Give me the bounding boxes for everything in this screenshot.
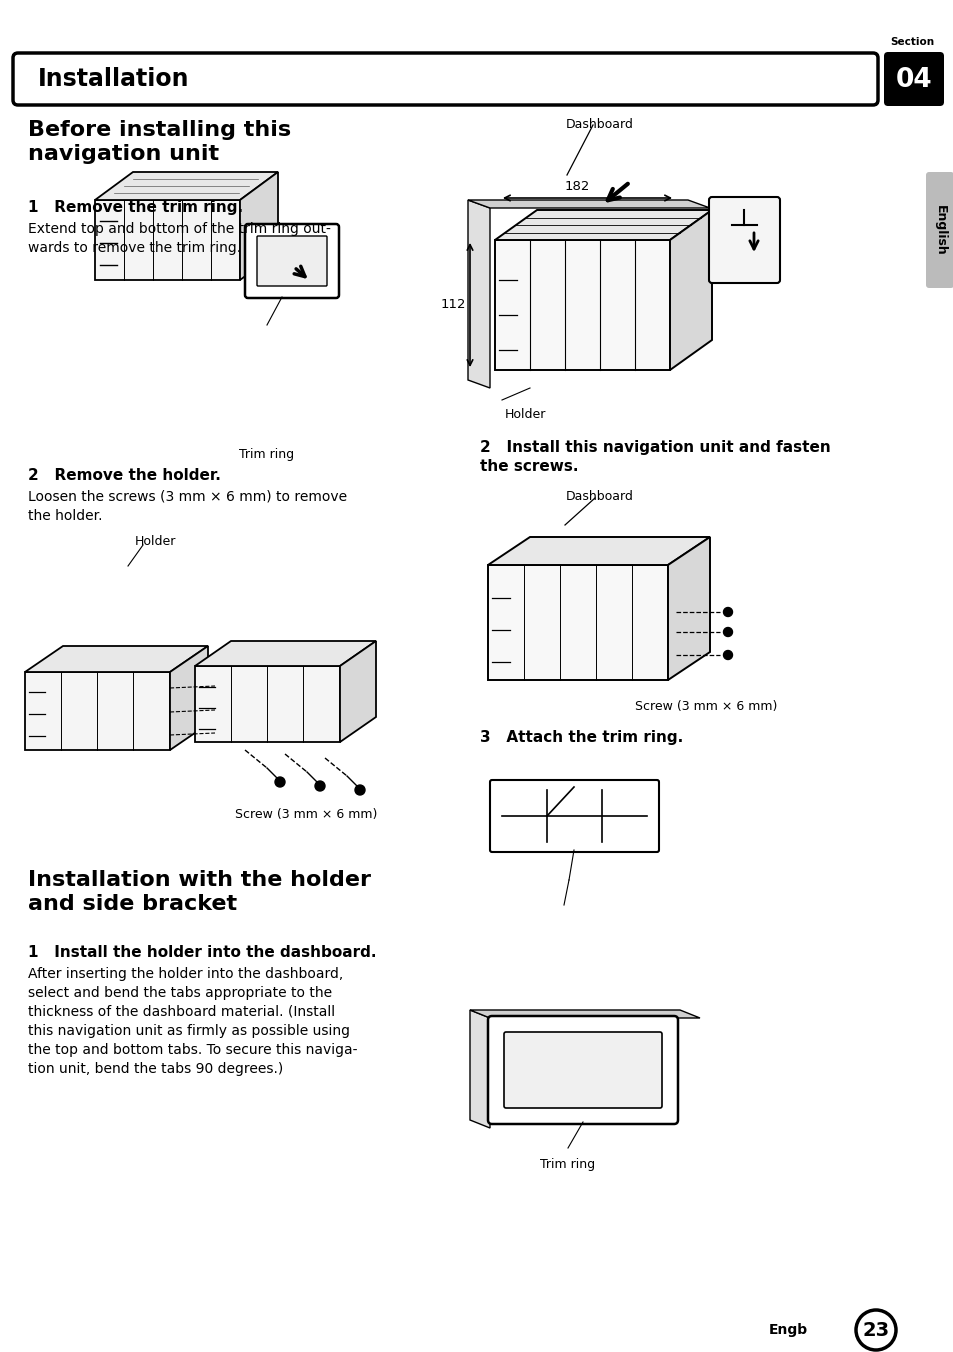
Circle shape xyxy=(314,781,325,791)
Text: Loosen the screws (3 mm × 6 mm) to remove
the holder.: Loosen the screws (3 mm × 6 mm) to remov… xyxy=(28,489,347,523)
Text: English: English xyxy=(933,204,945,256)
Polygon shape xyxy=(240,172,277,280)
Text: Installation with the holder
and side bracket: Installation with the holder and side br… xyxy=(28,869,371,914)
Polygon shape xyxy=(25,646,208,672)
Text: Dashboard: Dashboard xyxy=(565,118,634,131)
Text: Extend top and bottom of the trim ring out-
wards to remove the trim ring.: Extend top and bottom of the trim ring o… xyxy=(28,222,331,256)
Polygon shape xyxy=(470,1010,490,1128)
Text: Installation: Installation xyxy=(38,68,190,91)
Text: Section: Section xyxy=(889,37,933,47)
Text: 2   Remove the holder.: 2 Remove the holder. xyxy=(28,468,221,483)
FancyBboxPatch shape xyxy=(883,51,943,105)
Text: 182: 182 xyxy=(564,180,589,193)
Text: 1   Remove the trim ring.: 1 Remove the trim ring. xyxy=(28,200,243,215)
Text: 1   Install the holder into the dashboard.: 1 Install the holder into the dashboard. xyxy=(28,945,376,960)
Polygon shape xyxy=(669,210,711,370)
Polygon shape xyxy=(194,667,339,742)
Text: Screw (3 mm × 6 mm): Screw (3 mm × 6 mm) xyxy=(635,700,777,713)
Text: 3   Attach the trim ring.: 3 Attach the trim ring. xyxy=(479,730,682,745)
FancyBboxPatch shape xyxy=(708,197,780,283)
Text: Engb: Engb xyxy=(768,1324,807,1337)
Circle shape xyxy=(722,607,732,617)
FancyBboxPatch shape xyxy=(256,237,327,287)
Text: Screw (3 mm × 6 mm): Screw (3 mm × 6 mm) xyxy=(234,808,377,821)
Circle shape xyxy=(722,627,732,637)
Text: Before installing this
navigation unit: Before installing this navigation unit xyxy=(28,120,291,164)
Polygon shape xyxy=(495,241,669,370)
Polygon shape xyxy=(339,641,375,742)
FancyBboxPatch shape xyxy=(490,780,659,852)
Polygon shape xyxy=(470,1010,700,1018)
Text: Dashboard: Dashboard xyxy=(565,489,634,503)
FancyBboxPatch shape xyxy=(245,224,338,297)
Text: After inserting the holder into the dashboard,
select and bend the tabs appropri: After inserting the holder into the dash… xyxy=(28,967,357,1076)
Polygon shape xyxy=(95,200,240,280)
Text: 112: 112 xyxy=(440,299,465,311)
Circle shape xyxy=(355,786,365,795)
Text: 04: 04 xyxy=(895,68,931,93)
Polygon shape xyxy=(667,537,709,680)
Polygon shape xyxy=(468,200,490,388)
Polygon shape xyxy=(95,172,277,200)
Polygon shape xyxy=(488,537,709,565)
FancyBboxPatch shape xyxy=(925,172,953,288)
Text: Trim ring: Trim ring xyxy=(539,1159,595,1171)
FancyBboxPatch shape xyxy=(13,53,877,105)
Text: Holder: Holder xyxy=(135,535,176,548)
FancyBboxPatch shape xyxy=(488,1015,678,1124)
Polygon shape xyxy=(495,210,711,241)
Circle shape xyxy=(722,650,732,660)
FancyBboxPatch shape xyxy=(503,1032,661,1109)
Text: Trim ring: Trim ring xyxy=(239,448,294,461)
Text: 2   Install this navigation unit and fasten
the screws.: 2 Install this navigation unit and faste… xyxy=(479,439,830,473)
Polygon shape xyxy=(194,641,375,667)
Circle shape xyxy=(274,777,285,787)
Polygon shape xyxy=(468,200,709,208)
Text: Holder: Holder xyxy=(504,408,546,420)
Polygon shape xyxy=(170,646,208,750)
Text: 23: 23 xyxy=(862,1321,888,1340)
Polygon shape xyxy=(25,672,170,750)
Polygon shape xyxy=(488,565,667,680)
